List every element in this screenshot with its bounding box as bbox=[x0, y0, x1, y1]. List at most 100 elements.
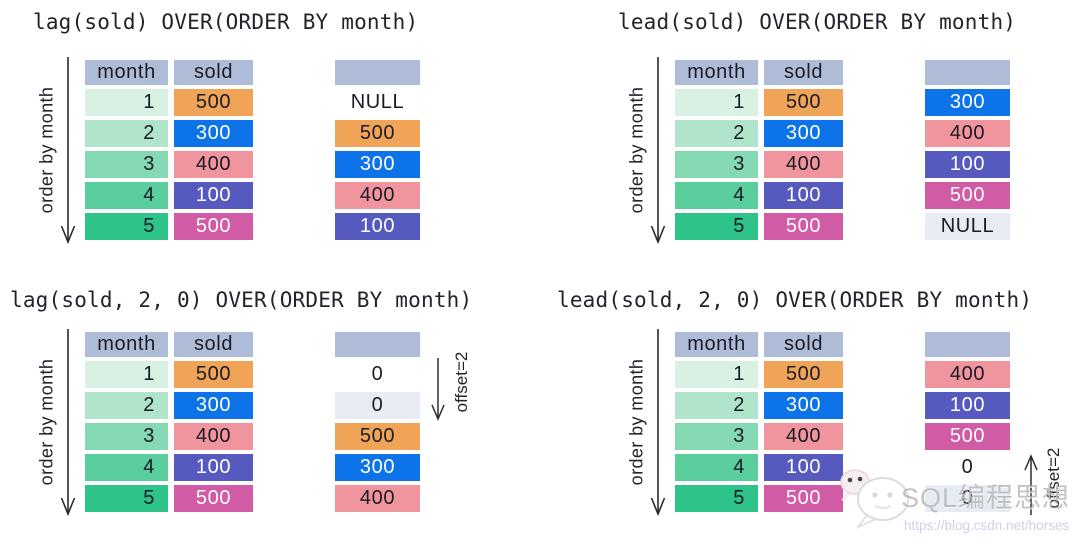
sold-cell: 400 bbox=[174, 423, 253, 450]
month-cell: 2 bbox=[675, 120, 758, 147]
panel-title: lead(sold) OVER(ORDER BY month) bbox=[618, 10, 1017, 34]
panel-title: lead(sold, 2, 0) OVER(ORDER BY month) bbox=[557, 288, 1033, 312]
column-header-sold: sold bbox=[174, 60, 253, 85]
result-cell: 400 bbox=[925, 120, 1010, 147]
month-cell: 2 bbox=[85, 120, 168, 147]
order-arrow bbox=[650, 329, 666, 522]
panel-lag-offset: lag(sold, 2, 0) OVER(ORDER BY month) orde… bbox=[0, 272, 540, 543]
month-cell: 1 bbox=[85, 89, 168, 116]
offset-arrow-down-icon bbox=[431, 358, 445, 421]
order-by-label: order by month bbox=[626, 86, 647, 214]
result-cell: 400 bbox=[335, 182, 420, 209]
result-cell: 100 bbox=[335, 213, 420, 240]
column-header-month: month bbox=[85, 332, 168, 357]
column-header-month: month bbox=[675, 60, 758, 85]
month-cell: 1 bbox=[675, 361, 758, 388]
result-cell: 300 bbox=[335, 151, 420, 178]
panel-title: lag(sold) OVER(ORDER BY month) bbox=[33, 10, 419, 34]
sold-cell: 500 bbox=[174, 485, 253, 512]
result-cell: 0 bbox=[925, 485, 1010, 512]
sold-cell: 300 bbox=[764, 392, 843, 419]
sold-cell: 300 bbox=[174, 120, 253, 147]
month-cell: 1 bbox=[675, 89, 758, 116]
result-column: 300 400 100 500 NULL bbox=[925, 60, 1010, 240]
sold-cell: 500 bbox=[174, 213, 253, 240]
month-cell: 3 bbox=[675, 423, 758, 450]
result-cell: 300 bbox=[335, 454, 420, 481]
sold-cell: 500 bbox=[764, 213, 843, 240]
month-cell: 4 bbox=[85, 454, 168, 481]
sold-cell: 100 bbox=[174, 454, 253, 481]
offset-arrow-up-icon bbox=[1024, 454, 1038, 515]
column-header-sold: sold bbox=[764, 60, 843, 85]
month-cell: 1 bbox=[85, 361, 168, 388]
sold-cell: 300 bbox=[764, 120, 843, 147]
result-cell: 500 bbox=[925, 423, 1010, 450]
column-header-sold: sold bbox=[174, 332, 253, 357]
column-header-sold: sold bbox=[764, 332, 843, 357]
sold-cell: 400 bbox=[174, 151, 253, 178]
result-cell: 0 bbox=[961, 456, 974, 478]
result-cell: 500 bbox=[335, 120, 420, 147]
result-header bbox=[335, 332, 420, 357]
result-cell: 0 bbox=[335, 392, 420, 419]
column-header-month: month bbox=[85, 60, 168, 85]
sold-cell: 400 bbox=[764, 423, 843, 450]
result-cell: 100 bbox=[925, 392, 1010, 419]
result-cell: NULL bbox=[350, 91, 405, 113]
result-cell: 400 bbox=[335, 485, 420, 512]
result-cell: NULL bbox=[925, 213, 1010, 240]
order-arrow-icon bbox=[650, 329, 666, 517]
month-cell: 3 bbox=[85, 151, 168, 178]
panel-title: lag(sold, 2, 0) OVER(ORDER BY month) bbox=[10, 288, 473, 312]
sold-cell: 500 bbox=[764, 89, 843, 116]
order-arrow-icon bbox=[650, 57, 666, 245]
order-arrow bbox=[60, 329, 76, 522]
order-arrow-icon bbox=[60, 57, 76, 245]
month-cell: 5 bbox=[85, 213, 168, 240]
result-header bbox=[925, 332, 1010, 357]
order-arrow bbox=[650, 57, 666, 250]
result-cell: 500 bbox=[335, 423, 420, 450]
result-cell: 100 bbox=[925, 151, 1010, 178]
result-cell: 0 bbox=[371, 363, 384, 385]
offset-label: offset=2 bbox=[1044, 447, 1063, 509]
order-by-label: order by month bbox=[36, 358, 57, 486]
order-by-label: order by month bbox=[36, 86, 57, 214]
month-cell: 4 bbox=[85, 182, 168, 209]
sold-cell: 300 bbox=[174, 392, 253, 419]
result-column: NULL 500 300 400 100 bbox=[335, 60, 420, 240]
result-column: 0 0 500 300 400 bbox=[335, 332, 420, 512]
result-header bbox=[925, 60, 1010, 85]
offset-arrow bbox=[430, 358, 446, 427]
panel-lead-offset: lead(sold, 2, 0) OVER(ORDER BY month) ord… bbox=[540, 272, 1080, 543]
sold-cell: 100 bbox=[174, 182, 253, 209]
month-cell: 3 bbox=[85, 423, 168, 450]
month-cell: 5 bbox=[675, 213, 758, 240]
sold-cell: 500 bbox=[764, 485, 843, 512]
result-cell: 400 bbox=[925, 361, 1010, 388]
sold-cell: 100 bbox=[764, 454, 843, 481]
month-cell: 2 bbox=[675, 392, 758, 419]
source-table: month sold 1 500 2 300 3 400 4 100 5 500 bbox=[85, 332, 253, 512]
month-cell: 4 bbox=[675, 182, 758, 209]
panel-lag-basic: lag(sold) OVER(ORDER BY month) order by m… bbox=[0, 0, 540, 272]
source-table: month sold 1 500 2 300 3 400 4 100 5 500 bbox=[675, 332, 843, 512]
order-arrow bbox=[60, 57, 76, 250]
sold-cell: 100 bbox=[764, 182, 843, 209]
result-cell: 500 bbox=[925, 182, 1010, 209]
panel-lead-basic: lead(sold) OVER(ORDER BY month) order by … bbox=[540, 0, 1080, 272]
offset-label: offset=2 bbox=[452, 351, 471, 413]
source-table: month sold 1 500 2 300 3 400 4 100 5 500 bbox=[675, 60, 843, 240]
month-cell: 5 bbox=[85, 485, 168, 512]
result-column: 400 100 500 0 0 bbox=[925, 332, 1010, 512]
sold-cell: 500 bbox=[174, 361, 253, 388]
order-by-label: order by month bbox=[626, 358, 647, 486]
sold-cell: 500 bbox=[764, 361, 843, 388]
sold-cell: 500 bbox=[174, 89, 253, 116]
month-cell: 2 bbox=[85, 392, 168, 419]
month-cell: 3 bbox=[675, 151, 758, 178]
month-cell: 4 bbox=[675, 454, 758, 481]
source-table: month sold 1 500 2 300 3 400 4 100 5 500 bbox=[85, 60, 253, 240]
